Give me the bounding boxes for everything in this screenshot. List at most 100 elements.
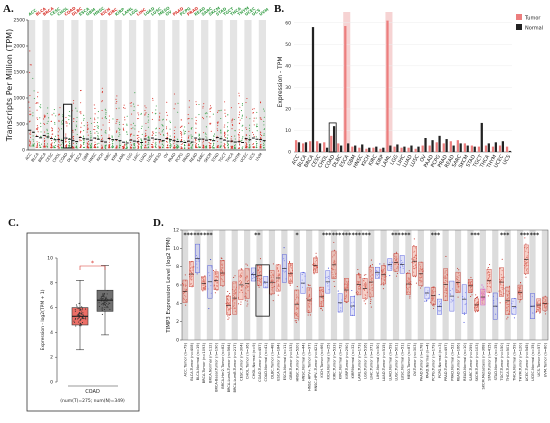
y-tick-label: 2000	[14, 44, 26, 50]
bar-normal	[311, 27, 315, 153]
tumor-point	[232, 124, 234, 126]
tumor-point	[260, 117, 262, 119]
normal-point	[162, 128, 164, 130]
normal-point	[38, 142, 40, 144]
sample-point	[409, 297, 411, 299]
y-tick-label: 2	[50, 355, 53, 361]
tumor-point	[246, 143, 248, 146]
normal-point	[147, 144, 149, 146]
category-label: HNSC	[92, 6, 105, 17]
x-tick-label: READ.Tumor (n=166)	[457, 342, 461, 381]
tumor-point	[57, 147, 59, 149]
sample-point	[222, 285, 224, 287]
tumor-point	[58, 120, 60, 122]
bar-tumor	[379, 148, 382, 152]
y-axis-label: Expression - TPM	[277, 56, 284, 107]
normal-point	[96, 130, 98, 133]
sample-point	[81, 309, 83, 311]
significance-mark: ***	[203, 232, 213, 239]
sample-point	[413, 244, 415, 247]
normal-point	[248, 137, 251, 139]
tumor-point	[224, 109, 226, 111]
normal-point	[155, 128, 157, 130]
normal-point	[119, 145, 122, 147]
tumor-point	[173, 129, 175, 132]
sample-point	[272, 300, 274, 302]
tumor-point	[151, 146, 153, 148]
tumor-point	[208, 142, 210, 144]
tumor-point	[29, 131, 31, 133]
sample-point	[108, 302, 110, 304]
tumor-point	[80, 122, 83, 124]
normal-point	[126, 124, 128, 126]
normal-point	[83, 141, 85, 143]
tumor-point	[216, 146, 218, 148]
normal-point	[192, 144, 194, 146]
normal-point	[220, 118, 222, 120]
normal-point	[55, 115, 57, 117]
normal-point	[220, 144, 222, 146]
normal-point	[192, 135, 194, 137]
y-tick-label: 50	[285, 42, 291, 48]
tumor-point	[179, 126, 181, 128]
normal-point	[204, 132, 207, 134]
tumor-point	[36, 129, 38, 131]
normal-point	[40, 126, 42, 128]
normal-point	[199, 146, 201, 148]
tumor-point	[166, 126, 168, 128]
sample-point	[99, 297, 101, 299]
tumor-point	[57, 131, 59, 133]
sample-point	[246, 300, 248, 302]
normal-point	[46, 132, 48, 134]
tumor-point	[239, 111, 241, 113]
x-tick-label: UCS	[247, 151, 256, 161]
y-tick-label: 10	[47, 256, 53, 262]
tumor-point	[245, 144, 247, 146]
tumor-point	[50, 147, 52, 149]
sample-point	[489, 264, 491, 266]
tumor-point	[173, 144, 176, 147]
normal-point	[46, 128, 48, 130]
sample-point	[544, 295, 546, 297]
tumor-point	[144, 105, 146, 107]
x-tick-label: READ	[188, 152, 198, 164]
tumor-point	[65, 122, 67, 124]
tumor-point	[101, 117, 103, 119]
category-label: BRCA	[42, 5, 56, 17]
sample-point	[79, 302, 81, 304]
sample-point	[229, 293, 231, 295]
tumor-point	[116, 130, 118, 132]
sample-point	[78, 321, 80, 323]
tumor-point	[93, 128, 95, 130]
shade-strip	[194, 230, 201, 340]
category-label: CHOL	[56, 5, 69, 16]
sample-point	[406, 272, 409, 274]
normal-point	[205, 133, 207, 135]
normal-point	[112, 141, 114, 143]
normal-point	[148, 135, 150, 137]
sample-point	[477, 310, 479, 313]
x-tick-label: LGG.Tumor (n=516)	[364, 342, 368, 379]
sample-point	[77, 315, 79, 317]
sample-point	[313, 273, 315, 275]
sample-point	[227, 294, 229, 296]
x-tick-label: DLBC	[66, 151, 76, 163]
bar-tumor	[498, 145, 502, 152]
shade-strip	[281, 230, 288, 340]
normal-point	[212, 138, 214, 140]
x-tick-label: KIRC.Tumor (n=533)	[332, 342, 336, 379]
sample-point	[79, 309, 81, 311]
panel-b-label: B.	[274, 3, 285, 15]
sample-point	[433, 305, 435, 307]
tumor-point	[144, 114, 146, 116]
highlight-box	[328, 122, 337, 153]
sample-point	[82, 315, 84, 317]
normal-point	[198, 135, 200, 137]
x-tick-label: PAAD.Normal (n=4)	[426, 342, 430, 378]
normal-point	[206, 116, 208, 118]
normal-point	[206, 112, 208, 114]
shade-strip	[71, 20, 79, 150]
tumor-point	[94, 132, 96, 134]
tumor-point	[138, 146, 140, 148]
sample-point	[98, 305, 101, 308]
